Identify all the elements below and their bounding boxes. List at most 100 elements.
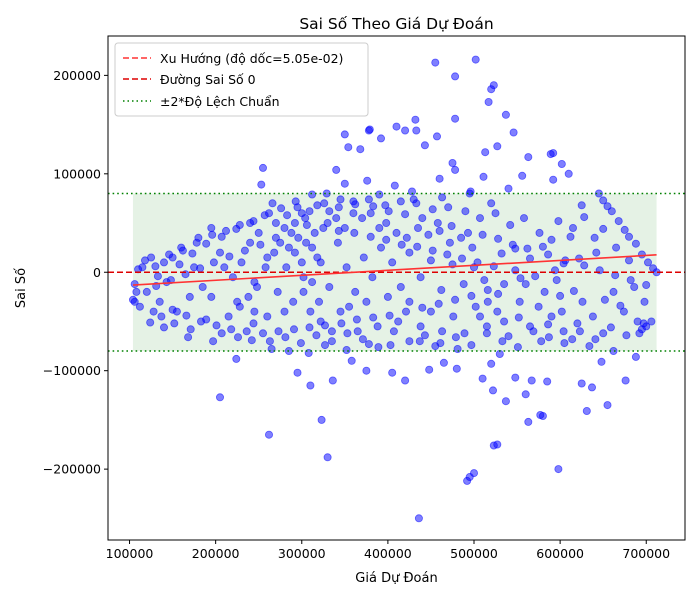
scatter-point [594,189,603,198]
scatter-point [293,368,302,377]
scatter-point [438,327,447,336]
scatter-point [451,114,460,123]
x-tick-label: 500000 [450,546,498,561]
scatter-point [516,274,525,283]
scatter-point [225,252,234,261]
scatter-point [447,221,456,230]
scatter-point [277,204,286,213]
scatter-point [424,230,433,239]
x-tick-label: 600000 [536,546,584,561]
scatter-point [425,365,434,374]
scatter-point [328,376,337,385]
scatter-point [344,143,353,152]
scatter-point [401,210,410,219]
scatter-point [451,333,460,342]
scatter-point [147,253,156,262]
scatter-point [208,230,217,239]
scatter-point [443,250,452,259]
scatter-point [488,386,497,395]
y-tick-label: 200000 [53,68,101,83]
scatter-point [369,202,378,211]
legend-box [114,42,369,117]
scatter-point [588,312,597,321]
scatter-point [412,199,421,208]
scatter-point [432,132,441,141]
scatter-point [342,263,351,272]
scatter-point [642,280,651,289]
scatter-point [347,356,356,365]
scatter-point [434,299,443,308]
scatter-point [511,373,520,382]
scatter-point [390,181,399,190]
scatter-point [538,242,547,251]
scatter-point [457,233,466,242]
scatter-point [294,233,303,242]
scatter-point [190,263,199,272]
scatter-point [342,345,351,354]
scatter-point [207,292,216,301]
scatter-point [538,411,547,420]
scatter-point [524,153,533,162]
scatter-point [306,381,315,390]
scatter-point [345,302,354,311]
trend-line [132,254,657,286]
scatter-point [388,258,397,267]
scatter-point [368,273,377,282]
scatter-point [577,379,586,388]
scatter-point [439,358,448,367]
scatter-point [287,228,296,237]
scatter-point [334,203,343,212]
scatter-point [554,217,563,226]
legend-trend-label: Xu Hướng (độ dốc=5.05e-02) [160,51,343,66]
scatter-point [580,213,589,222]
scatter-point [631,239,640,248]
scatter-point [451,72,460,81]
scatter-point [467,291,476,300]
scatter-point [242,327,251,336]
scatter-point [233,333,242,342]
legend-std-label: ±2*Độ Lệch Chuẩn [160,94,280,109]
scatter-point [308,243,317,252]
scatter-point [296,339,305,348]
scatter-point [382,218,391,227]
scatter-point [557,159,566,168]
scatter-point [547,312,556,321]
scatter-point [235,220,244,229]
scatter-point [606,323,615,332]
scatter-point [401,376,410,385]
scatter-point [416,273,425,282]
scatter-point [544,320,553,329]
scatter-point [501,397,510,406]
scatter-point [302,220,311,229]
scatter-point [327,327,336,336]
scatter-point [647,317,656,326]
scatter-point [426,256,435,265]
scatter-point [637,250,646,259]
scatter-point [504,184,513,193]
x-axis-ticks: 100000 200000 300000 400000 500000 600000 7000… [106,540,670,561]
scatter-point [603,401,612,410]
scatter-point [544,250,553,259]
scatter-point [491,209,500,218]
scatter-point [340,130,349,139]
scatter-point [153,272,162,281]
scatter-point [448,158,457,167]
scatter-point [569,286,578,295]
y-tick-label: −100000 [43,363,101,378]
scatter-point [401,307,410,316]
scatter-point [529,327,538,336]
scatter-point [518,171,527,180]
scatter-point [215,393,224,402]
scatter-point [494,234,503,243]
scatter-point [312,331,321,340]
scatter-point [543,377,552,386]
scatter-point [489,81,498,90]
scatter-point [438,193,447,202]
scatter-point [420,141,429,150]
scatter-point [481,148,490,157]
scatter-point [290,248,299,257]
scatter-point [552,276,561,285]
scatter-point [494,289,503,298]
scatter-point [540,287,549,296]
scatter-point [509,128,518,137]
